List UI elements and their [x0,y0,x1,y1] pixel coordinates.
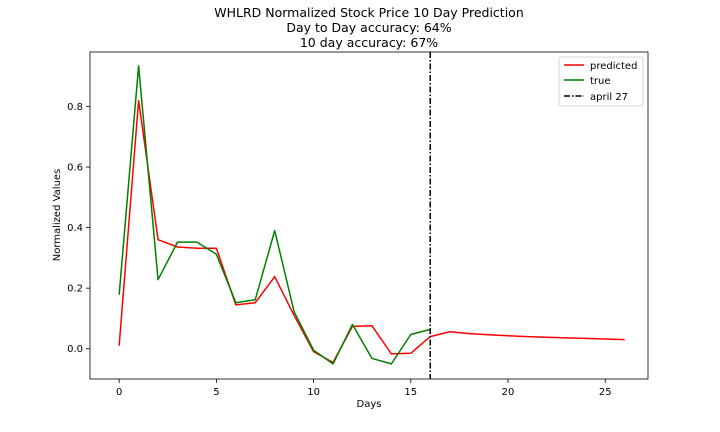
legend-box [558,56,644,107]
y-tick-label: 0.4 [67,223,83,234]
legend-label-predicted: predicted [590,61,637,72]
y-tick-label: 0.2 [67,284,83,295]
x-tick-label: 0 [116,387,122,398]
plot-frame [89,51,649,380]
x-tick-label: 5 [213,387,219,398]
x-tick-label: 10 [307,387,320,398]
series-line-predicted [118,99,625,364]
y-tick-label: 0.6 [67,163,83,174]
y-tick-label: 0.0 [67,344,83,355]
x-tick-label: 15 [404,387,417,398]
y-axis-label: Normalized Values [52,169,63,262]
legend-label-april-27: april 27 [590,92,628,103]
series-line-true [118,65,431,365]
chart-title-line-3: 10 day accuracy: 67% [300,35,438,50]
x-axis-ticks: 0 5 10 15 20 25 [116,379,612,398]
x-tick-label: 20 [502,387,515,398]
y-axis-ticks: 0.0 0.2 0.4 0.6 0.8 [67,102,90,355]
y-tick-label: 0.8 [67,102,83,113]
chart-title-line-1: WHLRD Normalized Stock Price 10 Day Pred… [214,5,524,20]
plot-area [90,52,648,379]
x-tick-label: 25 [599,387,612,398]
legend-label-true: true [590,76,611,87]
chart-title-line-2: Day to Day accuracy: 64% [286,20,451,35]
legend: predicted true april 27 [558,56,644,107]
x-axis-label: Days [357,399,382,410]
series-layer [118,65,625,365]
